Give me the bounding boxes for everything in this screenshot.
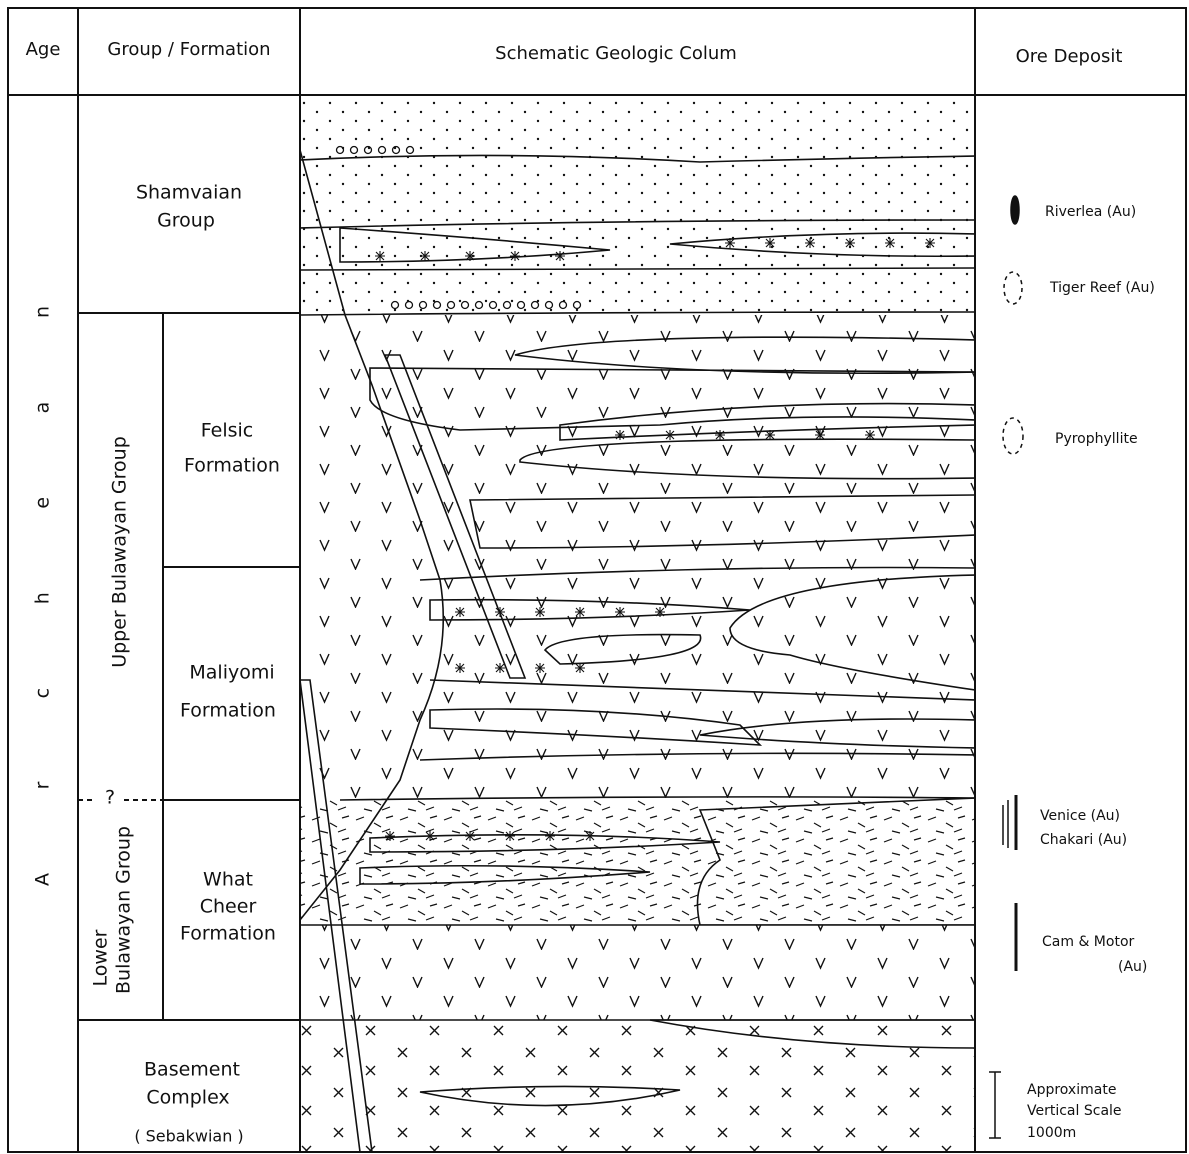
symbol: [505, 831, 515, 841]
uncertain-mark: ?: [105, 787, 115, 809]
ore-label: Tiger Reef (Au): [1049, 280, 1155, 296]
scale-label: 1000m: [1027, 1125, 1076, 1141]
symbol: [725, 238, 735, 248]
symbol: [575, 663, 585, 673]
tuff: [300, 800, 975, 925]
ore-symbols-part: [1003, 800, 1008, 848]
ore-symbols-part: [1003, 418, 1023, 454]
symbol: [535, 663, 545, 673]
symbol: [585, 831, 595, 841]
age-label: Archean: [32, 306, 54, 886]
symbol: [425, 831, 435, 841]
symbol: [465, 831, 475, 841]
ore-symbols-part: [1011, 196, 1019, 224]
symbol: [815, 430, 825, 440]
group-label: Shamvaian: [136, 182, 242, 204]
symbol: [385, 831, 395, 841]
symbol: [805, 238, 815, 248]
header-ore: Ore Deposit: [1016, 46, 1123, 67]
ore-label: (Au): [1118, 959, 1147, 975]
formation-label: Maliyomi: [189, 662, 274, 684]
symbol: [555, 251, 565, 261]
symbol: [665, 430, 675, 440]
symbol: [510, 251, 520, 261]
symbol: [885, 238, 895, 248]
symbol: [495, 607, 505, 617]
schematic-column: [300, 95, 975, 1154]
symbol: [575, 607, 585, 617]
symbol: [375, 251, 385, 261]
formation-label: Felsic: [201, 420, 253, 442]
group-label: Upper Bulawayan Group: [109, 436, 131, 668]
symbol: [495, 663, 505, 673]
ore-symbols-part: [1004, 272, 1022, 304]
symbol: [765, 430, 775, 440]
basement-label: Complex: [146, 1087, 229, 1109]
symbol: [765, 238, 775, 248]
basement-label: Basement: [144, 1059, 240, 1081]
ore-label: Pyrophyllite: [1055, 431, 1138, 447]
header-age: Age: [26, 39, 61, 60]
symbol: [545, 831, 555, 841]
symbol: [865, 430, 875, 440]
volcanics: [300, 315, 975, 800]
lower-volcanics: [300, 925, 975, 1020]
ore-label: Cam & Motor: [1042, 934, 1135, 950]
ore-symbols-part: [989, 1072, 1001, 1138]
group-label: Group: [157, 210, 215, 232]
symbol: [715, 430, 725, 440]
symbol: [535, 607, 545, 617]
ore-label: Riverlea (Au): [1045, 204, 1136, 220]
ore-label: Venice (Au): [1040, 808, 1120, 824]
scale-label: Vertical Scale: [1027, 1103, 1122, 1119]
header-column: Schematic Geologic Colum: [495, 43, 737, 64]
basement-label: ( Sebakwian ): [134, 1127, 243, 1146]
symbol: [615, 607, 625, 617]
formation-label: Cheer: [200, 896, 257, 918]
symbol: [925, 238, 935, 248]
symbol: [465, 251, 475, 261]
basement: [300, 1020, 975, 1154]
formation-label: Formation: [180, 923, 276, 945]
symbol: [655, 607, 665, 617]
ore-label: Chakari (Au): [1040, 832, 1127, 848]
symbol: [455, 607, 465, 617]
symbol: [455, 663, 465, 673]
formation-label: Formation: [184, 455, 280, 477]
symbol: [845, 238, 855, 248]
geologic-column-diagram: Age Group / Formation Schematic Geologic…: [0, 0, 1189, 1154]
symbol: [615, 430, 625, 440]
symbol: [420, 251, 430, 261]
header-group: Group / Formation: [107, 39, 270, 60]
formation-label: What: [203, 869, 253, 891]
shamvaian-sediments: [300, 95, 975, 315]
group-label: Lower: [90, 929, 112, 986]
group-label: Bulawayan Group: [113, 826, 135, 994]
formation-label: Formation: [180, 700, 276, 722]
scale-label: Approximate: [1027, 1082, 1116, 1098]
ore-symbols: [989, 196, 1023, 1138]
